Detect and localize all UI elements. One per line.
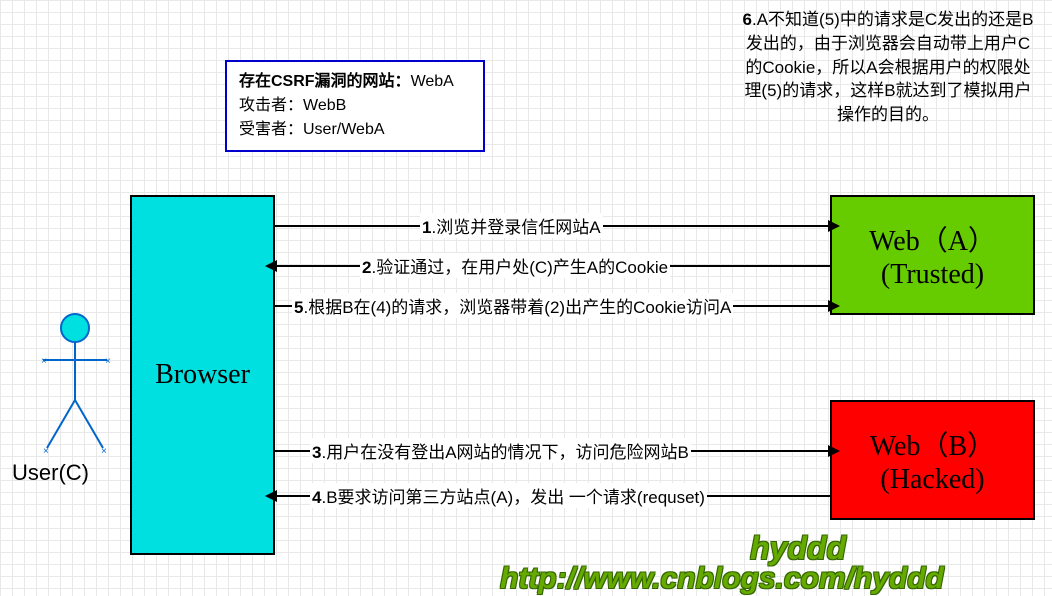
info-line-1: 存在CSRF漏洞的网站：WebA xyxy=(239,70,471,94)
svg-text:×: × xyxy=(101,446,107,457)
info-line-2: 攻击者：WebB xyxy=(239,94,471,118)
arrow-a2-head-left-icon xyxy=(265,260,277,272)
browser-box: Browser xyxy=(130,195,275,555)
web-a-label-2: (Trusted) xyxy=(881,259,984,291)
web-b-box: Web（B） (Hacked) xyxy=(830,400,1035,520)
note-6: 6.A不知道(5)中的请求是C发出的还是B发出的，由于浏览器会自动带上用户C的C… xyxy=(738,8,1038,127)
csrf-info-box: 存在CSRF漏洞的网站：WebA 攻击者：WebB 受害者：User/WebA xyxy=(225,60,485,152)
arrow-a3-head-right-icon xyxy=(828,445,840,457)
svg-text:×: × xyxy=(105,356,111,367)
user-actor-icon: × × × × xyxy=(35,310,115,460)
svg-text:×: × xyxy=(43,446,49,457)
watermark-2: http://www.cnblogs.com/hyddd xyxy=(500,562,944,596)
info-line-3: 受害者：User/WebA xyxy=(239,118,471,142)
browser-label: Browser xyxy=(155,359,250,391)
arrow-a1-label: 1.浏览并登录信任网站A xyxy=(420,213,603,238)
arrow-a2-label: 2.验证通过，在用户处(C)产生A的Cookie xyxy=(360,253,670,278)
web-a-label-1: Web（A） xyxy=(869,219,996,259)
arrow-a5-label: 5.根据B在(4)的请求，浏览器带着(2)出产生的Cookie访问A xyxy=(292,293,733,318)
web-b-label-1: Web（B） xyxy=(870,424,995,464)
arrow-a3-label: 3.用户在没有登出A网站的情况下，访问危险网站B xyxy=(310,438,691,463)
arrow-a4-label: 4.B要求访问第三方站点(A)，发出 一个请求(requset) xyxy=(310,483,707,508)
user-actor-label: User(C) xyxy=(12,460,89,486)
arrow-a1-head-right-icon xyxy=(828,220,840,232)
web-a-box: Web（A） (Trusted) xyxy=(830,195,1035,315)
svg-text:×: × xyxy=(41,356,47,367)
web-b-label-2: (Hacked) xyxy=(880,464,984,496)
arrow-a4-head-left-icon xyxy=(265,490,277,502)
arrow-a5-head-right-icon xyxy=(828,300,840,312)
